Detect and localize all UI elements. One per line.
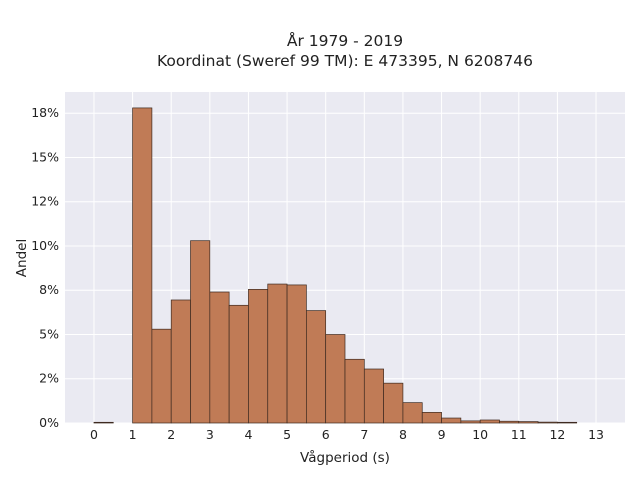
histogram-bar xyxy=(383,382,404,424)
y-tick-label: 18% xyxy=(31,105,59,120)
histogram-bar xyxy=(248,289,269,424)
histogram-bar xyxy=(518,421,539,424)
y-tick-label: 12% xyxy=(31,194,59,209)
y-tick-labels: 0% 2% 5% 8% 10% 12% 15% 18% xyxy=(31,105,59,430)
x-tick-label: 0 xyxy=(90,427,98,442)
histogram-bar xyxy=(132,107,153,424)
x-tick-label: 7 xyxy=(360,427,368,442)
x-tick-labels: 0 1 2 3 4 5 6 7 8 9 10 11 12 13 xyxy=(90,427,604,442)
x-tick-label: 9 xyxy=(438,427,446,442)
histogram-bar xyxy=(421,412,442,424)
histogram-bar xyxy=(93,421,114,424)
y-tick-label: 2% xyxy=(39,371,59,386)
y-tick-label: 5% xyxy=(39,326,59,341)
y-tick-label: 0% xyxy=(39,415,59,430)
y-tick-label: 10% xyxy=(31,238,59,253)
histogram-bar xyxy=(286,284,307,424)
x-tick-label: 13 xyxy=(588,427,604,442)
histogram-bar xyxy=(190,240,211,424)
histogram-bar xyxy=(344,358,365,424)
histogram-bar xyxy=(228,304,249,424)
histogram-bar xyxy=(460,420,481,424)
x-axis-label: Vågperiod (s) xyxy=(300,449,390,466)
histogram-bar xyxy=(170,299,191,424)
x-tick-label: 12 xyxy=(549,427,565,442)
y-axis-label: Andel xyxy=(14,239,30,277)
histogram-bar xyxy=(325,334,346,424)
y-tick-label: 15% xyxy=(31,149,59,164)
bars xyxy=(93,107,578,424)
histogram-bar xyxy=(441,417,462,424)
histogram-bar xyxy=(479,419,500,424)
x-tick-label: 6 xyxy=(322,427,330,442)
histogram-bar xyxy=(537,421,558,424)
histogram-bar xyxy=(402,402,423,424)
x-tick-label: 4 xyxy=(244,427,252,442)
histogram-bar xyxy=(499,420,520,424)
y-tick-label: 8% xyxy=(39,282,59,297)
x-tick-label: 5 xyxy=(283,427,291,442)
histogram-bar xyxy=(306,310,327,424)
chart-title-line-2: Koordinat (Sweref 99 TM): E 473395, N 62… xyxy=(157,52,533,70)
histogram-bar xyxy=(209,291,230,424)
histogram-bar xyxy=(557,421,578,424)
chart-title-line-1: År 1979 - 2019 xyxy=(287,31,403,50)
x-tick-label: 3 xyxy=(206,427,214,442)
histogram-bar xyxy=(151,328,172,424)
x-tick-label: 10 xyxy=(472,427,488,442)
x-tick-label: 2 xyxy=(167,427,175,442)
histogram-bar xyxy=(267,283,288,424)
x-tick-label: 8 xyxy=(399,427,407,442)
histogram-bar xyxy=(363,368,384,424)
x-tick-label: 11 xyxy=(511,427,527,442)
x-tick-label: 1 xyxy=(129,427,137,442)
